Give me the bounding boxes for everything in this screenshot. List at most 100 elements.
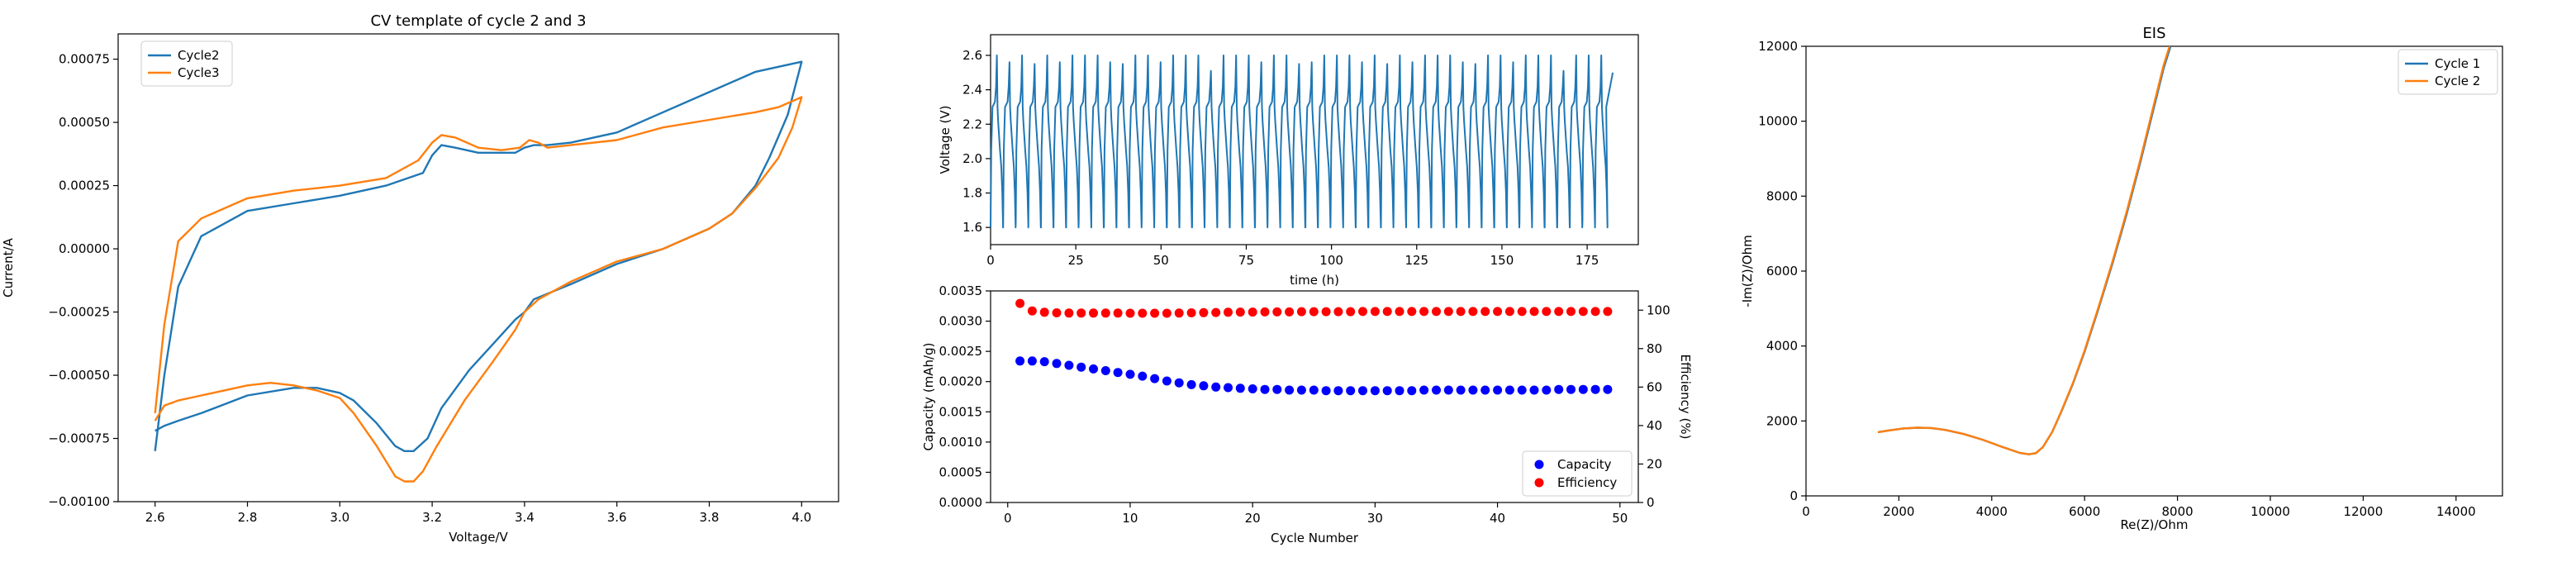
efficiency-point bbox=[1138, 308, 1148, 318]
x-tick-label: 4.0 bbox=[791, 510, 811, 525]
y-axis-label: -Im(Z)/Ohm bbox=[1740, 235, 1755, 307]
y-tick-label: 6000 bbox=[1766, 264, 1798, 279]
x-tick-label: 4000 bbox=[1976, 504, 2008, 519]
efficiency-point bbox=[1468, 307, 1478, 317]
efficiency-point bbox=[1529, 307, 1539, 317]
x-tick-label: 100 bbox=[1319, 253, 1343, 268]
x-tick-label: 30 bbox=[1367, 511, 1383, 526]
series-line-cycle-2 bbox=[1877, 46, 2171, 455]
x-tick-label: 75 bbox=[1238, 253, 1254, 268]
efficiency-point bbox=[1064, 308, 1074, 318]
y-tick-label: 2.4 bbox=[962, 83, 982, 98]
capacity-point bbox=[1211, 382, 1221, 392]
y-tick-label: 0.00050 bbox=[59, 115, 110, 130]
x-tick-label: 150 bbox=[1490, 253, 1514, 268]
capacity-point bbox=[1493, 385, 1503, 395]
capacity-point bbox=[1248, 384, 1257, 393]
legend-label: Cycle2 bbox=[178, 48, 220, 63]
efficiency-point bbox=[1186, 308, 1196, 317]
efficiency-point bbox=[1432, 307, 1441, 317]
y-tick-label: 0.00075 bbox=[59, 52, 110, 67]
x-tick-label: 50 bbox=[1612, 511, 1628, 526]
capacity-point bbox=[1235, 383, 1245, 393]
y-axis-label: Current/A bbox=[1, 237, 16, 297]
efficiency-point bbox=[1480, 307, 1490, 317]
efficiency-point bbox=[1554, 307, 1564, 317]
chart-title: EIS bbox=[2142, 25, 2165, 42]
efficiency-point bbox=[1235, 307, 1245, 317]
y-tick-label: 0 bbox=[1789, 488, 1798, 503]
capacity-point bbox=[1443, 385, 1453, 395]
y-tick-label: 0.0005 bbox=[939, 464, 983, 479]
capacity-point bbox=[1358, 386, 1367, 396]
capacity-point bbox=[1174, 378, 1184, 388]
efficiency-point bbox=[1150, 308, 1160, 318]
y-tick-label: −0.00050 bbox=[48, 368, 110, 383]
efficiency-point bbox=[1456, 307, 1466, 317]
capacity-point bbox=[1064, 360, 1074, 370]
capacity-point bbox=[1224, 383, 1233, 393]
capacity-point bbox=[1015, 356, 1025, 366]
x-tick-label: 25 bbox=[1068, 253, 1084, 268]
voltage-chart: 0 25 50 75 100 125 150 175 1.6 1.8 2.0 2.2 2.4 2.6 tim… bbox=[938, 34, 1639, 288]
capacity-point bbox=[1272, 384, 1282, 394]
y2-tick-label: 80 bbox=[1647, 341, 1662, 356]
x-axis-label: Re(Z)/Ohm bbox=[2121, 517, 2189, 532]
x-tick-label: 14000 bbox=[2436, 504, 2476, 519]
legend-box bbox=[2398, 49, 2498, 95]
capacity-point bbox=[1395, 386, 1404, 396]
legend-label: Efficiency bbox=[1557, 475, 1617, 490]
efficiency-point bbox=[1162, 308, 1172, 318]
y-tick-label: 2.6 bbox=[962, 48, 982, 63]
efficiency-point bbox=[1443, 307, 1453, 317]
series-line-cycle3 bbox=[154, 96, 803, 483]
efficiency-point bbox=[1333, 307, 1343, 317]
efficiency-point bbox=[1089, 308, 1098, 318]
capacity-point bbox=[1468, 385, 1478, 395]
x-tick-label: 40 bbox=[1490, 511, 1505, 526]
capacity-point bbox=[1296, 385, 1306, 395]
capacity-point bbox=[1089, 364, 1098, 374]
y-tick-label: −0.00075 bbox=[48, 431, 110, 446]
y2-tick-label: 0 bbox=[1647, 495, 1655, 510]
capacity-point bbox=[1346, 386, 1356, 396]
capacity-point bbox=[1432, 385, 1441, 395]
capacity-point bbox=[1321, 386, 1331, 396]
capacity-point bbox=[1039, 357, 1049, 367]
x-tick-label: 3.4 bbox=[515, 510, 535, 525]
plot-frame bbox=[117, 33, 839, 502]
y-tick-label: 4000 bbox=[1766, 339, 1798, 354]
efficiency-point bbox=[1382, 307, 1392, 317]
x-tick-label: 2.8 bbox=[238, 510, 258, 525]
x-tick-label: 8000 bbox=[2162, 504, 2193, 519]
y-tick-label: 1.6 bbox=[962, 220, 982, 235]
efficiency-point bbox=[1407, 307, 1417, 317]
y-tick-label: 2.2 bbox=[962, 117, 982, 131]
capacity-point bbox=[1529, 385, 1539, 395]
capacity-point bbox=[1504, 385, 1514, 395]
capacity-point bbox=[1100, 366, 1110, 375]
efficiency-point bbox=[1248, 307, 1257, 317]
x-tick-label: 3.6 bbox=[607, 510, 627, 525]
efficiency-point bbox=[1493, 307, 1503, 317]
y-tick-label: 0.0025 bbox=[939, 344, 983, 359]
y2-tick-label: 60 bbox=[1647, 379, 1662, 394]
efficiency-point bbox=[1296, 307, 1306, 317]
legend-box bbox=[140, 40, 233, 87]
capacity-point bbox=[1285, 385, 1295, 395]
y-tick-label: 0.00025 bbox=[59, 179, 110, 193]
y-axis-label: Voltage (V) bbox=[938, 106, 953, 174]
capacity-chart: 0 10 20 30 40 50 0.0000 0.0005 0.0010 0.0015 0.002… bbox=[921, 283, 1693, 545]
plot-frame bbox=[990, 34, 1639, 245]
x-tick-label: 10000 bbox=[2250, 504, 2290, 519]
y-tick-label: 10000 bbox=[1758, 114, 1798, 129]
x-tick-label: 12000 bbox=[2344, 504, 2384, 519]
legend-label: Cycle 2 bbox=[2435, 74, 2480, 88]
y-tick-label: 0.0030 bbox=[939, 314, 983, 329]
efficiency-point bbox=[1027, 306, 1037, 316]
efficiency-point bbox=[1504, 307, 1514, 317]
y-tick-label: 8000 bbox=[1766, 188, 1798, 203]
capacity-point bbox=[1138, 371, 1148, 381]
capacity-point bbox=[1309, 385, 1319, 395]
